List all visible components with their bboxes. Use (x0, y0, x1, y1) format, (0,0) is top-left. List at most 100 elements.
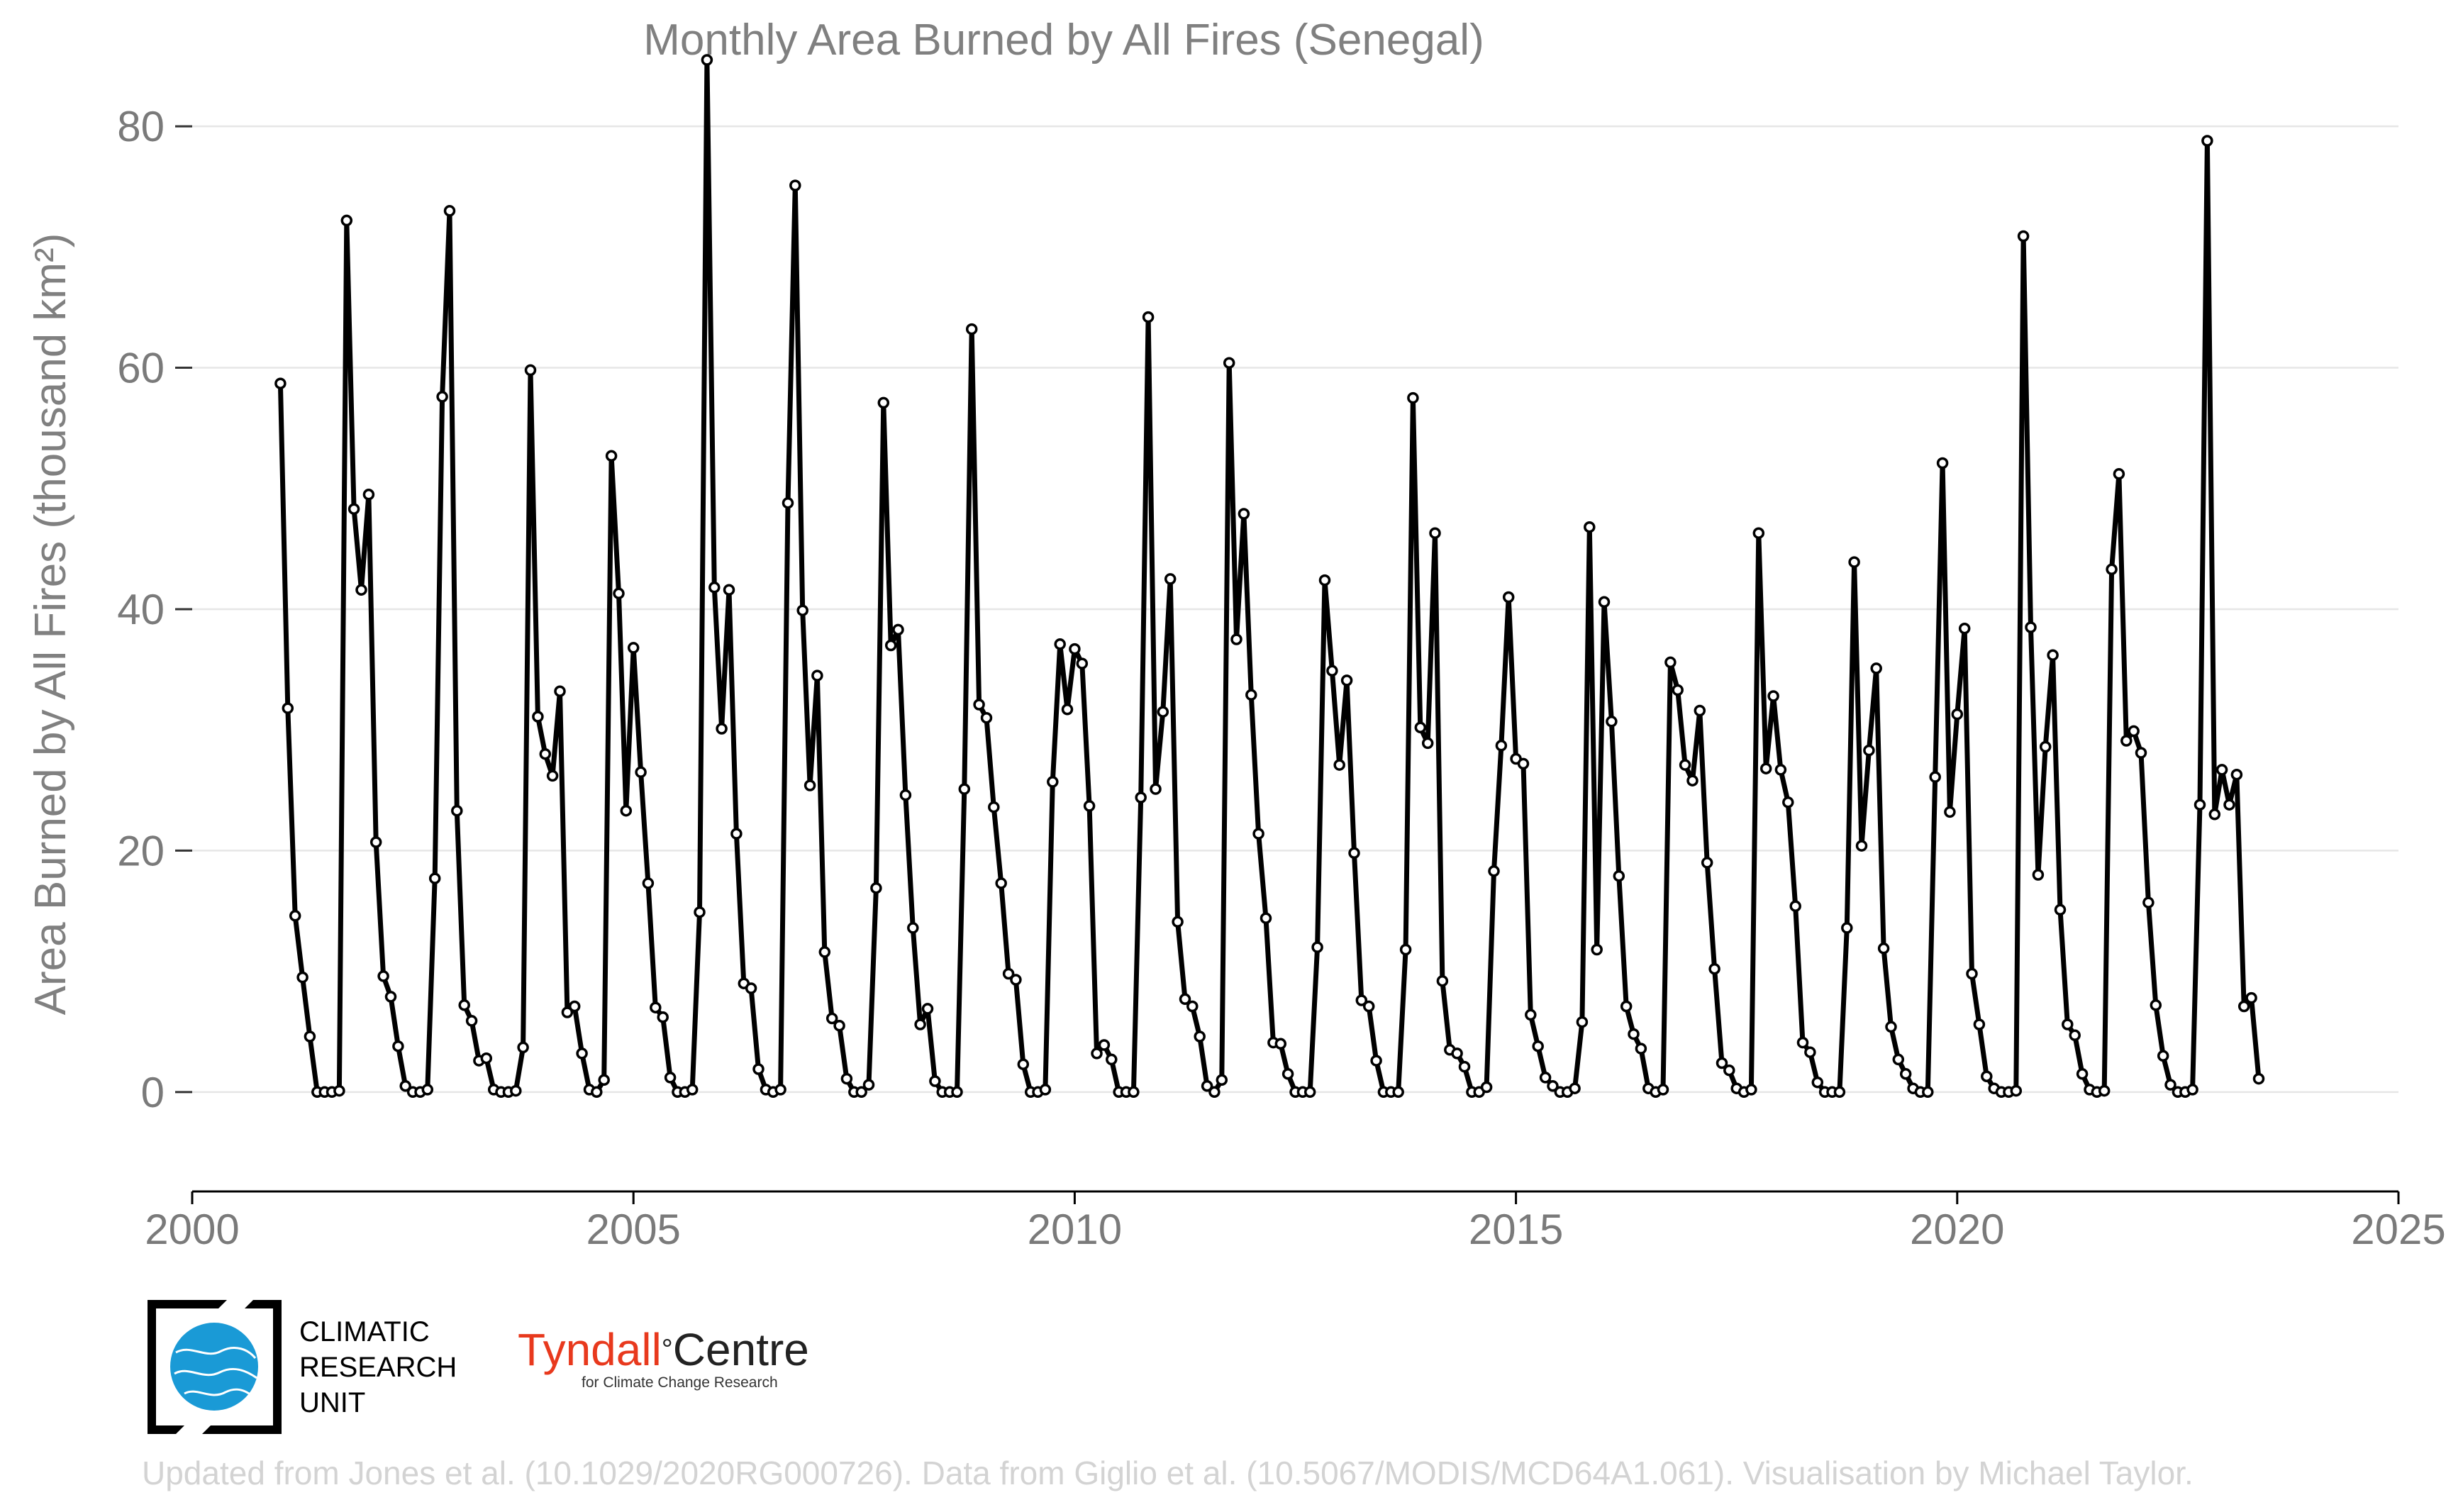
data-point (1789, 900, 1801, 912)
data-point (752, 1063, 765, 1075)
data-point (1392, 1086, 1404, 1099)
x-tick-label-2020: 2020 (1910, 1206, 2004, 1253)
data-point (1039, 1084, 1052, 1096)
data-point (1348, 847, 1360, 860)
data-point (1752, 527, 1765, 539)
data-point (892, 623, 904, 636)
data-point (1436, 974, 1449, 987)
data-point (1841, 922, 1853, 934)
data-point (2032, 869, 2045, 881)
data-point (2157, 1050, 2169, 1062)
data-point (1429, 527, 1441, 539)
data-point (774, 1084, 786, 1096)
data-point (862, 1079, 875, 1091)
data-point (532, 711, 544, 723)
data-point (1252, 828, 1264, 840)
data-point (1164, 573, 1177, 585)
data-point (907, 922, 919, 934)
data-point (554, 685, 566, 697)
data-point (1245, 689, 1257, 701)
data-point (1318, 574, 1331, 587)
data-point (2098, 1084, 2111, 1097)
data-point (1892, 1053, 1905, 1066)
x-tick-label-2025: 2025 (2351, 1206, 2445, 1253)
data-point (2076, 1068, 2089, 1080)
data-point (1142, 311, 1155, 323)
data-point (1017, 1058, 1030, 1070)
data-point (708, 582, 721, 594)
data-point (605, 450, 618, 462)
data-point (1584, 521, 1596, 533)
data-point (2237, 1000, 2250, 1013)
data-point (1672, 684, 1684, 696)
data-point (2208, 808, 2221, 821)
data-point (1539, 1072, 1552, 1084)
data-point (973, 699, 985, 711)
data-point (1811, 1076, 1824, 1089)
data-point (1804, 1046, 1816, 1058)
data-point (1885, 1021, 1897, 1033)
data-point (362, 489, 375, 501)
data-point (627, 642, 640, 654)
data-point (1260, 912, 1272, 924)
data-point (657, 1011, 669, 1023)
data-point (591, 1086, 603, 1099)
data-point (2106, 563, 2118, 576)
data-point (576, 1047, 588, 1060)
data-point (304, 1030, 316, 1043)
data-point (369, 836, 382, 848)
data-point (1230, 633, 1242, 645)
cru-line-1: CLIMATIC (299, 1316, 430, 1347)
data-point (377, 970, 389, 982)
data-point (2150, 999, 2162, 1011)
data-point (2230, 768, 2243, 781)
data-point (1635, 1043, 1647, 1055)
data-point (1613, 869, 1625, 882)
data-point (1679, 759, 1691, 771)
data-point (1399, 943, 1412, 956)
data-point (914, 1018, 926, 1030)
data-point (686, 1084, 699, 1096)
data-point (1759, 762, 1772, 774)
cru-line-3: UNIT (299, 1387, 366, 1418)
data-point (899, 789, 912, 801)
data-point (1362, 1000, 1375, 1013)
y-axis-label: Area Burned by All Fires (thousand km²) (26, 233, 75, 1016)
data-point (1458, 1060, 1471, 1073)
y-tick-label-40: 40 (117, 586, 165, 633)
data-point (1201, 1080, 1213, 1092)
gridlines (192, 125, 2398, 1094)
data-point (2164, 1079, 2176, 1091)
data-point (789, 179, 801, 191)
data-point (1796, 1036, 1809, 1049)
data-point (1311, 941, 1323, 953)
data-point (2047, 649, 2059, 661)
data-point (1069, 643, 1081, 655)
data-point (546, 769, 559, 782)
y-tick-label-80: 80 (117, 103, 165, 150)
data-points (274, 54, 2265, 1099)
data-point (568, 1000, 581, 1013)
data-point (384, 991, 397, 1003)
data-point (1333, 759, 1345, 771)
data-point (1833, 1086, 1846, 1099)
data-point (1150, 783, 1162, 795)
data-point (1186, 1000, 1199, 1013)
data-point (1606, 716, 1618, 728)
data-point (958, 783, 971, 795)
data-point (2017, 230, 2030, 243)
data-point (1223, 357, 1235, 369)
data-point (2201, 135, 2213, 147)
data-point (510, 1084, 522, 1097)
data-point (1370, 1055, 1382, 1067)
data-point (1194, 1030, 1206, 1043)
data-point (951, 1086, 963, 1099)
data-point (421, 1084, 434, 1096)
data-point (1782, 796, 1794, 808)
x-tick-label-2000: 2000 (145, 1206, 239, 1253)
data-point (1855, 840, 1868, 852)
data-point (1517, 757, 1530, 770)
data-point (1274, 1038, 1287, 1050)
data-point (1157, 706, 1169, 718)
data-point (833, 1019, 845, 1032)
